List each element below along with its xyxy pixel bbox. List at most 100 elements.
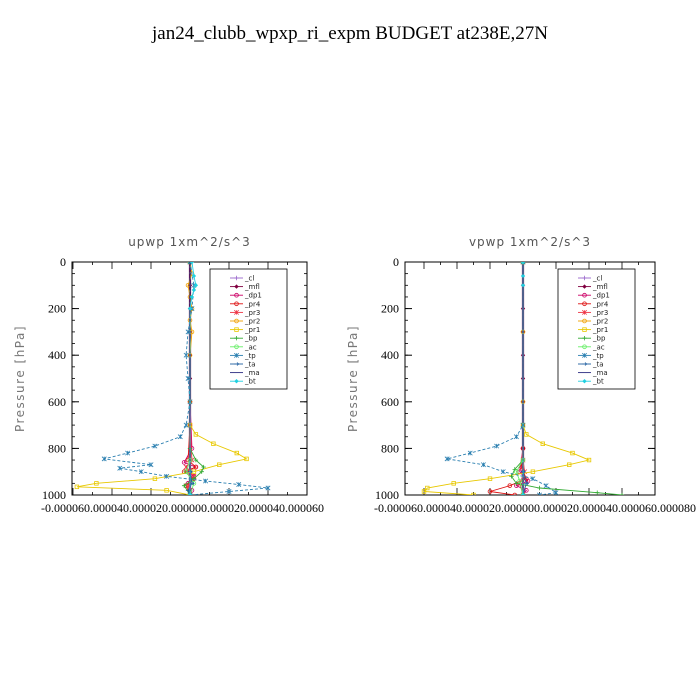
marker: [191, 273, 197, 279]
marker: [187, 492, 193, 495]
marker: [234, 379, 239, 384]
marker: [152, 443, 158, 449]
legend-entry: _pr2: [592, 318, 608, 326]
legend-entry: _cl: [244, 275, 254, 283]
marker: [487, 476, 493, 481]
marker: [530, 469, 536, 474]
legend-entry: _bt: [244, 378, 256, 386]
marker: [187, 306, 193, 311]
legend-entry: _tp: [244, 352, 256, 360]
marker: [494, 443, 500, 449]
y-tick-label: 1000: [375, 488, 399, 502]
marker: [582, 327, 587, 332]
marker: [191, 476, 197, 481]
marker: [193, 457, 199, 463]
legend-entry: _cl: [592, 275, 602, 283]
marker: [487, 489, 493, 494]
marker: [234, 318, 239, 324]
legend-entry: _pr1: [244, 326, 260, 334]
marker: [185, 376, 191, 381]
marker: [586, 457, 592, 463]
legend-box: [557, 268, 636, 390]
marker: [582, 318, 587, 324]
series-line-pr1: [423, 262, 591, 495]
marker: [211, 441, 216, 446]
marker: [567, 462, 572, 467]
marker: [582, 336, 587, 341]
series-layer: [74, 262, 271, 495]
marker: [619, 492, 625, 495]
marker: [234, 327, 239, 332]
legend-entry: _ta: [592, 361, 604, 369]
marker: [520, 273, 526, 279]
marker: [193, 432, 199, 437]
marker: [234, 275, 239, 281]
marker: [582, 352, 587, 358]
marker: [520, 283, 526, 288]
marker: [520, 492, 526, 495]
marker: [201, 464, 206, 470]
marker: [530, 476, 536, 482]
marker: [480, 462, 486, 468]
marker: [234, 336, 239, 341]
legend-entry: _pr4: [592, 300, 609, 308]
marker: [177, 434, 183, 440]
marker: [467, 450, 473, 456]
y-tick-label: 400: [381, 348, 399, 362]
marker: [595, 490, 600, 495]
marker: [193, 464, 199, 470]
marker: [553, 490, 559, 495]
x-tick-labels: -0.000060.000040.000020.000000.000020.00…: [374, 501, 696, 515]
series-line-pr1: [76, 262, 248, 495]
vpwp-panel: vpwp 1xm^2/s^3 Pressure [hPa] 0 200 400 600 80…: [346, 235, 696, 515]
marker: [537, 485, 542, 491]
marker: [191, 287, 197, 293]
marker: [582, 284, 587, 289]
legend-entry: _ma: [592, 369, 608, 377]
marker: [540, 441, 545, 446]
marker: [509, 474, 514, 479]
marker: [164, 488, 169, 493]
marker: [582, 292, 587, 298]
y-tick-label: 0: [393, 255, 399, 269]
y-tick-label: 1000: [42, 488, 66, 502]
marker: [138, 469, 144, 475]
legend-entry: _dp1: [244, 292, 262, 300]
marker: [524, 481, 530, 486]
legend-entry: _pr3: [244, 309, 260, 317]
marker: [514, 481, 519, 486]
marker: [582, 301, 587, 307]
panel-title: upwp 1xm^2/s^3: [128, 235, 251, 249]
marker: [421, 489, 427, 494]
marker: [234, 301, 239, 307]
marker: [181, 483, 187, 488]
x-tick-labels: -0.000060.000040.000020.000000.000020.00…: [41, 501, 324, 515]
series-line-bp: [183, 262, 205, 495]
marker: [234, 292, 239, 298]
y-tick-label: 200: [381, 302, 399, 316]
marker: [101, 456, 107, 462]
y-tick-label: 400: [48, 348, 66, 362]
y-axis-label: Pressure [hPa]: [346, 325, 360, 432]
series-layer: [421, 262, 625, 495]
legend-entry: _bp: [592, 335, 606, 343]
marker: [513, 434, 519, 440]
marker: [234, 352, 239, 358]
marker: [234, 344, 239, 350]
y-tick-label: 600: [48, 395, 66, 409]
upwp-panel: upwp 1xm^2/s^3 Pressure [hPa] 0 200 400 600 80…: [13, 235, 324, 515]
legend-entry: _ac: [244, 343, 257, 351]
y-tick-label: 0: [60, 255, 66, 269]
legend-entry: _ma: [244, 369, 260, 377]
marker: [265, 485, 271, 491]
marker: [507, 483, 513, 488]
marker: [244, 456, 249, 462]
y-tick-label: 800: [48, 441, 66, 455]
marker: [582, 344, 587, 350]
marker: [570, 450, 575, 456]
marker: [520, 262, 526, 265]
marker: [203, 478, 209, 484]
figure-title: jan24_clubb_wpxp_ri_expm BUDGET at238E,2…: [151, 23, 548, 44]
y-tick-label: 800: [381, 441, 399, 455]
marker: [193, 283, 199, 288]
